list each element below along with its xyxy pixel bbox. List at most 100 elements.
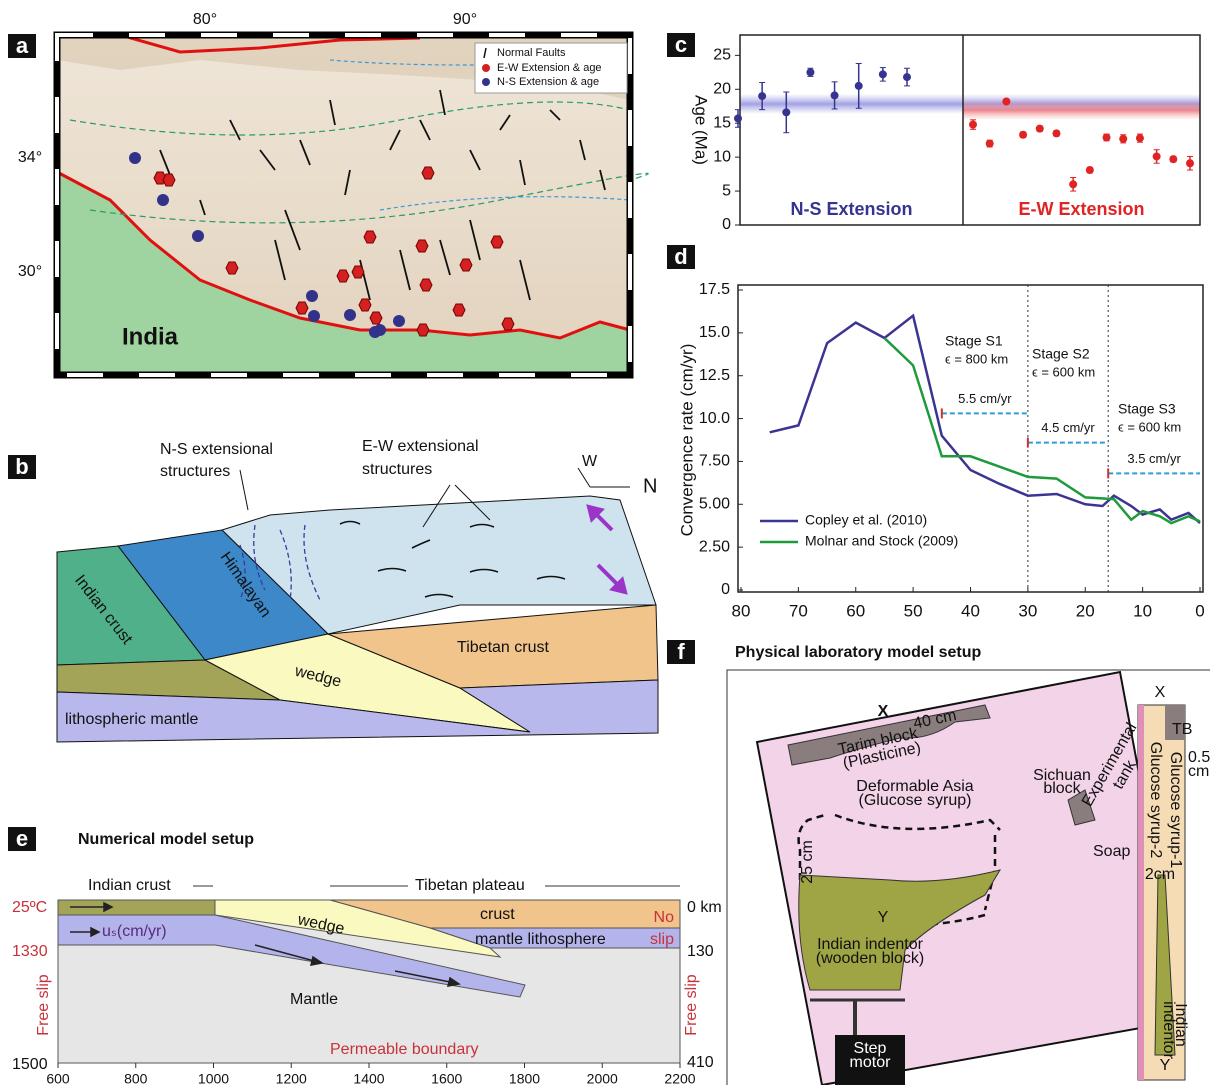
- depth-label: 410: [687, 1054, 714, 1071]
- point: [1002, 98, 1010, 106]
- depth-label: 130: [687, 943, 714, 960]
- point: [1169, 155, 1177, 163]
- x-tick-label: 1800: [509, 1071, 540, 1085]
- side-label: Y: [1160, 1057, 1171, 1074]
- y-axis-label: Age (Ma): [692, 95, 711, 165]
- y-tick-label: 10.0: [699, 410, 730, 427]
- point: [1052, 129, 1060, 137]
- lon-label: 80°: [193, 11, 217, 28]
- boundary-label: Permeable boundary: [330, 1041, 479, 1058]
- point: [758, 92, 766, 100]
- depth-label: 0 km: [687, 899, 722, 916]
- side-label: Glucose syrup-1: [1167, 752, 1184, 869]
- x-tick-label: 2000: [587, 1071, 618, 1085]
- y-tick-label: 0: [722, 216, 731, 233]
- ew-site: [163, 174, 175, 186]
- side-label: indentor: [1160, 1001, 1177, 1059]
- point: [1086, 166, 1094, 174]
- legend-dot: [482, 64, 490, 72]
- compass: [578, 468, 590, 487]
- rate-label: 4.5 cm/yr: [1041, 420, 1095, 435]
- side-label: X: [1155, 684, 1166, 701]
- boundary-label: Free slip: [35, 974, 52, 1035]
- panel-title: Physical laboratory model setup: [735, 644, 982, 661]
- y-tick-label: 25: [713, 47, 731, 64]
- temp-label: 25ºC: [12, 899, 47, 916]
- panel-label: d: [674, 244, 687, 269]
- ns-site: [192, 230, 204, 242]
- x-tick-label: 1000: [198, 1071, 229, 1085]
- boundary-label: slip: [650, 931, 674, 948]
- rate-label: 5.5 cm/yr: [958, 391, 1012, 406]
- x-tick-label: 70: [789, 601, 808, 620]
- panel-label: c: [675, 32, 687, 57]
- ew-site: [453, 304, 465, 316]
- stage-size: ϵ = 600 km: [1118, 419, 1181, 434]
- unit-label: lithospheric mantle: [65, 711, 199, 728]
- x-tick-label: 80: [732, 601, 751, 620]
- point: [1036, 125, 1044, 133]
- side-label: Glucose syrup-2: [1147, 742, 1164, 859]
- lat-label: 30°: [18, 263, 42, 280]
- annotation: E-W extensional: [362, 438, 479, 455]
- lab-label: 25 cm: [799, 840, 816, 884]
- y-tick-label: 15: [713, 114, 731, 131]
- lab-label: motor: [850, 1054, 892, 1071]
- lab-label: (Glucose syrup): [859, 792, 972, 809]
- legend-label: Normal Faults: [497, 47, 566, 59]
- point: [1136, 134, 1144, 142]
- y-tick-label: 5: [722, 182, 731, 199]
- side-label: TB: [1172, 721, 1192, 738]
- legend-dot: [482, 78, 490, 86]
- unit-label: uₛ(cm/yr): [102, 923, 167, 940]
- ew-site: [370, 312, 382, 324]
- ew-site: [337, 270, 349, 282]
- legend-label: Molnar and Stock (2009): [805, 533, 958, 549]
- point: [879, 70, 887, 78]
- ew-site: [422, 167, 434, 179]
- x-tick-label: 0: [1195, 601, 1204, 620]
- ew-site: [296, 302, 308, 314]
- panel-title: Numerical model setup: [78, 831, 254, 848]
- x-tick-label: 2200: [664, 1071, 695, 1085]
- stage-size: ϵ = 800 km: [945, 351, 1008, 366]
- compass-label: N: [643, 475, 657, 497]
- point: [969, 121, 977, 129]
- point: [903, 73, 911, 81]
- panel-label: a: [16, 33, 29, 58]
- point: [806, 68, 814, 76]
- point: [1019, 131, 1027, 139]
- boundary-label: No: [654, 909, 675, 926]
- compass-label: W: [582, 453, 598, 470]
- ns-site: [308, 310, 320, 322]
- legend-label: N-S Extension & age: [497, 76, 599, 88]
- lab-setup: Physical laboratory model setup Tarim bl…: [727, 644, 1210, 1085]
- x-tick-label: 30: [1018, 601, 1037, 620]
- y-tick-label: 2.50: [699, 538, 730, 555]
- unit-label: Mantle: [290, 991, 338, 1008]
- ew-site: [460, 259, 472, 271]
- x-tick-label: 1600: [431, 1071, 462, 1085]
- x-tick-label: 600: [46, 1071, 70, 1085]
- y-tick-label: 10: [713, 148, 731, 165]
- temp-label: 1330: [12, 943, 48, 960]
- side-label: cm: [1188, 763, 1209, 780]
- x-tick-label: 60: [846, 601, 865, 620]
- ns-site: [344, 309, 356, 321]
- point: [986, 140, 994, 148]
- y-tick-label: 20: [713, 81, 731, 98]
- x-tick-label: 50: [904, 601, 923, 620]
- ew-site: [352, 266, 364, 278]
- lab-label: Y: [878, 909, 889, 926]
- y-tick-label: 5.00: [699, 496, 730, 513]
- side-label: 2cm: [1145, 866, 1175, 883]
- annotation: structures: [362, 461, 432, 478]
- ew-site: [417, 324, 429, 336]
- mean-band: [963, 100, 1200, 120]
- region-label: Indian crust: [88, 877, 171, 894]
- ns-site: [157, 194, 169, 206]
- y-tick-label: 0: [721, 581, 730, 598]
- point: [1119, 135, 1127, 143]
- ew-site: [502, 318, 514, 330]
